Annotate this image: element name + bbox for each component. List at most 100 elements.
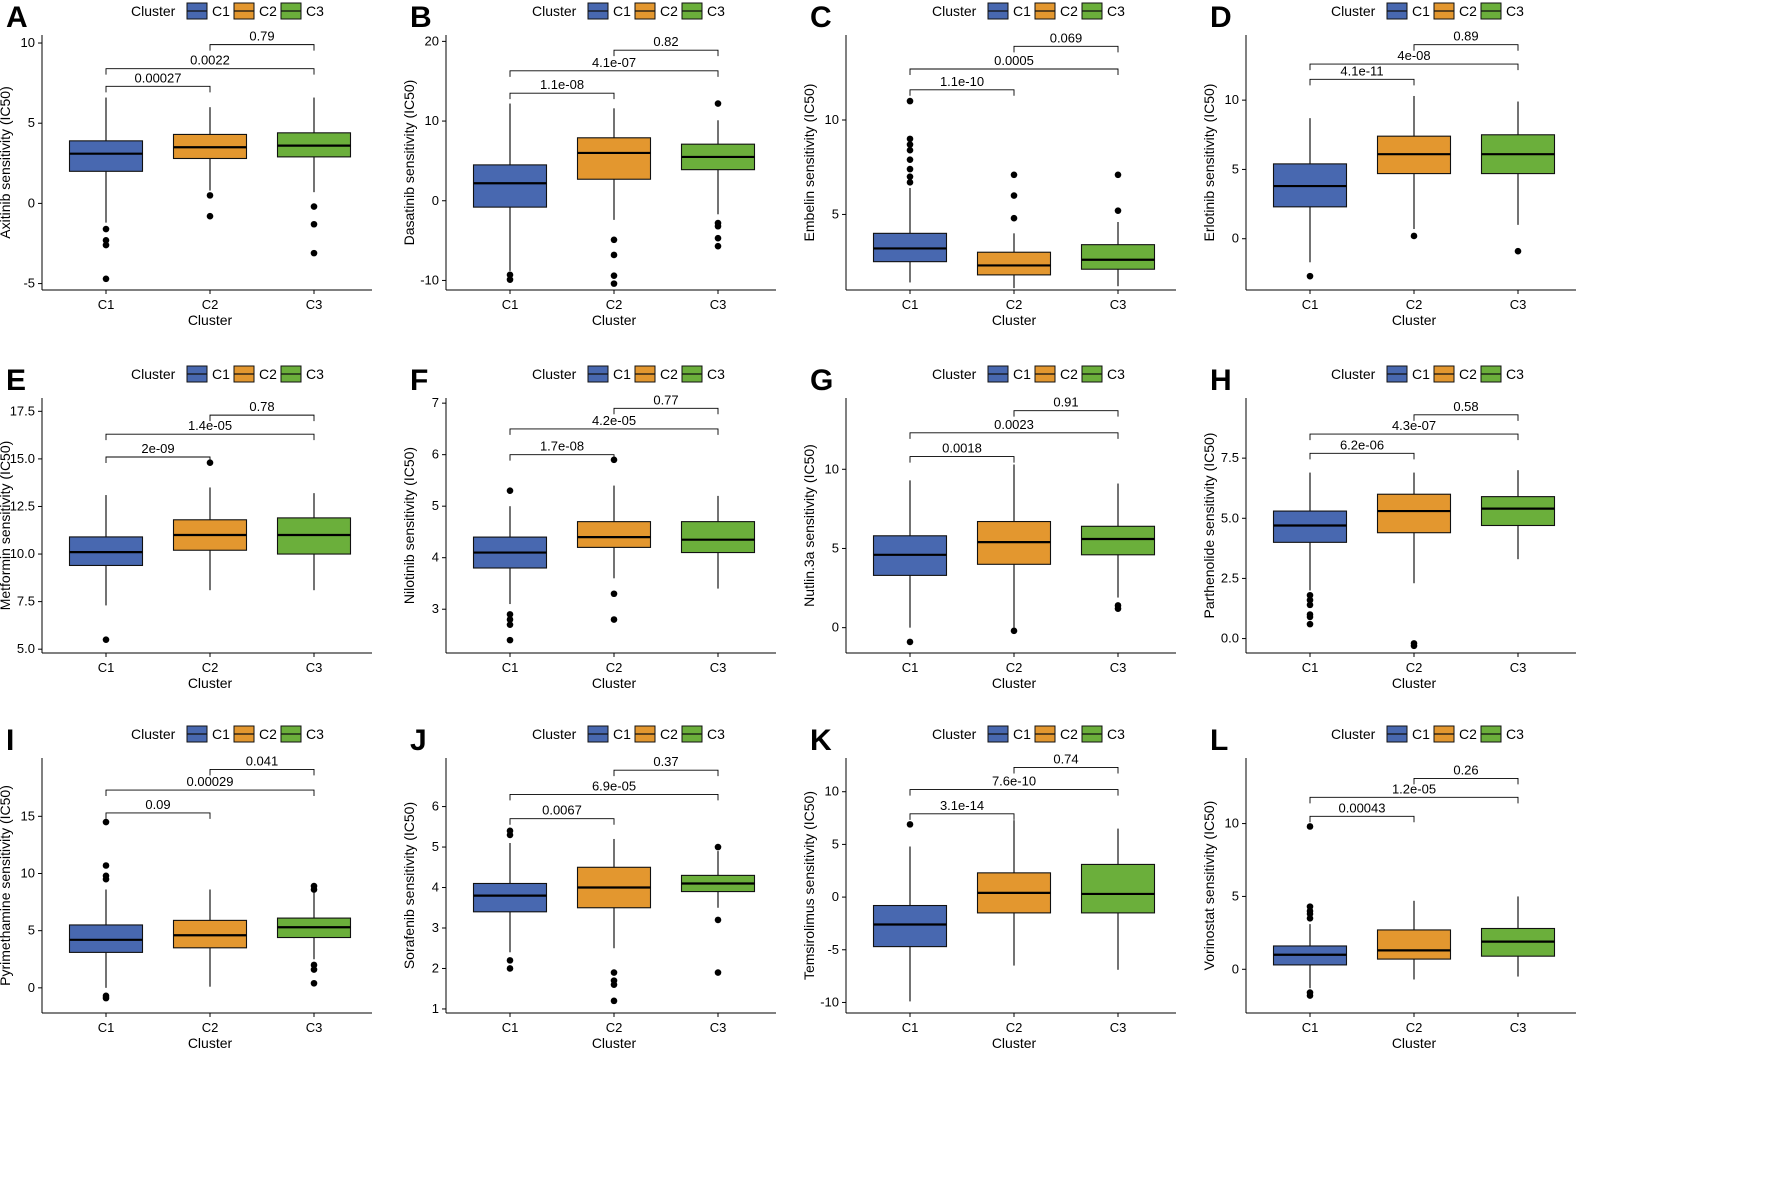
legend: Cluster C1 C2 C3 <box>932 2 1125 20</box>
outlier-point <box>714 234 722 242</box>
box-c3 <box>276 493 352 591</box>
comparison-bracket <box>509 454 615 461</box>
panel-label: L <box>1210 724 1228 757</box>
outlier-point <box>206 212 214 220</box>
legend-label: C2 <box>1060 726 1078 742</box>
legend: Cluster C1 C2 C3 <box>932 725 1125 743</box>
outlier-point <box>906 135 914 143</box>
outlier-point <box>206 192 214 199</box>
box-iqr <box>68 924 144 953</box>
box-c2 <box>576 108 652 287</box>
outlier-point <box>1306 601 1314 609</box>
y-tick-label: 10 <box>21 35 35 50</box>
comparison-bracket <box>1309 78 1415 86</box>
x-tick-label: C1 <box>502 1020 519 1035</box>
legend-label: C1 <box>1013 3 1031 19</box>
y-axis-title: Parthenolide sensitivity (IC50) <box>1201 433 1217 619</box>
legend-key-c1: C1 <box>587 365 631 383</box>
legend-label: C1 <box>1412 366 1430 382</box>
p-value-label: 0.0005 <box>994 53 1034 68</box>
panel-f: F Cluster C1 C2 C3 3 4 5 6 7 Nilotinib sensitivity… <box>401 364 776 691</box>
legend-key-c3: C3 <box>280 365 324 383</box>
comparison-bracket <box>509 818 615 825</box>
x-tick-label: C1 <box>502 660 519 675</box>
comparison-bracket <box>613 49 719 57</box>
comparison-bracket <box>105 812 211 819</box>
p-value-label: 1.1e-10 <box>940 74 984 89</box>
legend-key-c2: C2 <box>1034 2 1078 20</box>
box-c2 <box>172 107 248 220</box>
y-tick-label: 7.5 <box>17 594 35 609</box>
box-iqr <box>1376 929 1452 960</box>
y-tick-label: 10 <box>825 112 839 127</box>
legend-key-c3: C3 <box>1480 2 1524 20</box>
box-c1 <box>472 827 548 972</box>
box-iqr <box>872 904 948 948</box>
y-tick-label: 1 <box>432 1001 439 1016</box>
outlier-point <box>1410 232 1418 240</box>
comparison-bracket <box>105 433 315 441</box>
comparison-c1-c2: 1.1e-10 <box>909 74 1015 96</box>
box-iqr <box>1272 510 1348 543</box>
box-c3 <box>680 843 756 976</box>
y-tick-label: -5 <box>23 276 35 291</box>
legend-key-c1: C1 <box>987 365 1031 383</box>
outlier-point <box>102 636 110 643</box>
y-axis-title: Sorafenib sensitivity (IC50) <box>401 802 417 969</box>
legend-label: C1 <box>613 366 631 382</box>
comparison-c2-c3: 0.78 <box>209 399 315 422</box>
x-tick-label: C3 <box>710 1020 727 1035</box>
comparison-bracket <box>1309 63 1519 71</box>
comparison-c2-c3: 0.37 <box>613 754 719 777</box>
legend-title: Cluster <box>1331 366 1376 382</box>
y-tick-label: 2.5 <box>1221 570 1239 585</box>
outlier-point <box>714 100 722 107</box>
legend-key-c1: C1 <box>587 725 631 743</box>
comparison-bracket <box>909 789 1119 796</box>
p-value-label: 4.2e-05 <box>592 413 636 428</box>
x-tick-label: C3 <box>1110 297 1127 312</box>
x-axis-title: Cluster <box>592 675 637 691</box>
outlier-point <box>610 236 618 244</box>
comparison-bracket <box>509 793 719 801</box>
y-tick-label: 10 <box>21 865 35 880</box>
p-value-label: 6.9e-05 <box>592 778 636 793</box>
legend-key-c3: C3 <box>280 2 324 20</box>
legend-label: C1 <box>1412 726 1430 742</box>
x-tick-label: C1 <box>1302 297 1319 312</box>
y-tick-label: 5.0 <box>1221 510 1239 525</box>
comparison-c2-c3: 0.91 <box>1013 395 1119 417</box>
y-tick-label: 5 <box>432 498 439 513</box>
legend-label: C2 <box>1060 366 1078 382</box>
legend-label: C3 <box>1107 366 1125 382</box>
panel-h: H Cluster C1 C2 C3 0.0 2.5 5.0 7.5 Parthenolide s… <box>1201 364 1576 691</box>
outlier-point <box>1306 596 1314 604</box>
legend-label: C3 <box>1506 366 1524 382</box>
p-value-label: 0.37 <box>653 754 678 769</box>
legend-title: Cluster <box>131 726 176 742</box>
y-tick-label: 3 <box>432 601 439 616</box>
outlier-point <box>1306 992 1314 999</box>
x-axis-title: Cluster <box>1392 1035 1437 1051</box>
y-tick-label: 0 <box>432 193 439 208</box>
y-tick-label: 6 <box>432 447 439 462</box>
x-tick-label: C2 <box>1406 660 1423 675</box>
outlier-point <box>310 203 318 210</box>
panel-label: C <box>810 1 832 34</box>
comparison-c2-c3: 0.82 <box>613 34 719 57</box>
box-c3 <box>276 97 352 257</box>
y-tick-label: 10.0 <box>10 546 35 561</box>
x-tick-label: C2 <box>1006 660 1023 675</box>
x-tick-label: C3 <box>1510 660 1527 675</box>
p-value-label: 0.069 <box>1050 30 1083 45</box>
legend-label: C1 <box>212 726 230 742</box>
y-tick-label: -10 <box>420 272 439 287</box>
box-c3 <box>276 882 352 987</box>
y-tick-label: 4 <box>432 880 439 895</box>
box-c1 <box>872 480 948 646</box>
p-value-label: 0.78 <box>249 399 274 414</box>
outlier-point <box>610 272 618 279</box>
outlier-point <box>506 487 514 495</box>
comparison-c1-c3: 1.4e-05 <box>105 418 315 441</box>
comparison-c1-c2: 0.09 <box>105 797 211 819</box>
